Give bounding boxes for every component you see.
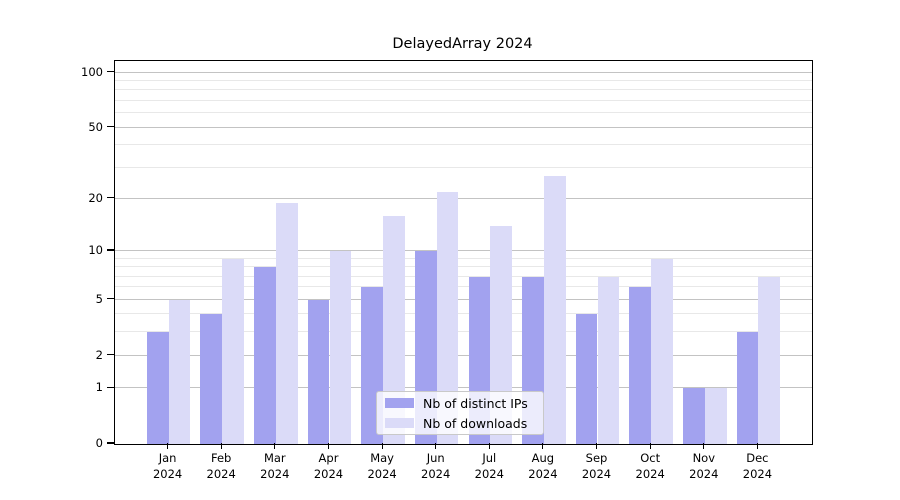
minor-gridline-80	[115, 89, 812, 91]
x-tick-label-oct: Oct 2024	[635, 451, 665, 481]
legend-label-distinct-ips: Nb of distinct IPs	[423, 395, 528, 411]
major-gridline-100	[115, 71, 812, 73]
x-tick-label-jun: Jun 2024	[421, 451, 451, 481]
bar-distinct-ips-jan	[146, 332, 169, 444]
minor-gridline-4	[115, 313, 812, 315]
minor-gridline-60	[115, 112, 812, 114]
major-gridline-1	[115, 387, 812, 389]
bar-distinct-ips-oct	[629, 287, 652, 444]
x-tick-jul	[488, 443, 490, 449]
y-tick-50	[107, 125, 114, 128]
bar-downloads-dec	[758, 276, 781, 444]
y-tick-1	[107, 386, 114, 388]
minor-gridline-30	[115, 166, 812, 168]
y-tick-5	[107, 298, 114, 300]
x-tick-mar	[274, 443, 276, 449]
major-gridline-50	[115, 126, 812, 128]
bar-downloads-jan	[168, 299, 191, 444]
legend-row-downloads: Nb of downloads	[385, 416, 535, 431]
x-tick-jun	[435, 443, 437, 449]
y-tick-2	[107, 354, 114, 356]
x-tick-label-may: May 2024	[367, 451, 397, 481]
bar-downloads-jun	[436, 191, 459, 444]
bar-distinct-ips-dec	[736, 332, 759, 444]
y-tick-label-10: 10	[88, 243, 103, 257]
x-tick-label-aug: Aug 2024	[528, 451, 558, 481]
bar-downloads-may	[383, 215, 405, 444]
y-tick-100	[107, 70, 114, 73]
bar-distinct-ips-mar	[254, 267, 276, 444]
x-tick-label-dec: Dec 2024	[742, 451, 773, 481]
legend-swatch-distinct-ips	[385, 398, 414, 408]
legend-row-distinct-ips: Nb of distinct IPs	[385, 396, 535, 411]
bar-distinct-ips-sep	[575, 314, 598, 444]
y-tick-label-0: 0	[95, 436, 103, 450]
plot-area	[114, 60, 813, 445]
minor-gridline-40	[115, 144, 812, 146]
bar-downloads-sep	[597, 276, 620, 444]
bar-downloads-jul	[490, 226, 513, 444]
minor-gridline-3	[115, 331, 812, 333]
bar-downloads-feb	[222, 258, 244, 444]
x-tick-may	[381, 443, 383, 449]
x-tick-label-sep: Sep 2024	[581, 451, 612, 481]
bar-downloads-mar	[275, 202, 298, 444]
x-tick-apr	[327, 443, 330, 449]
x-tick-label-feb: Feb 2024	[206, 451, 236, 481]
major-gridline-20	[115, 197, 812, 199]
x-tick-nov	[703, 443, 705, 449]
y-tick-label-50: 50	[88, 119, 103, 134]
bar-distinct-ips-feb	[200, 314, 223, 444]
minor-gridline-7	[115, 275, 812, 277]
minor-gridline-8	[115, 266, 812, 268]
y-tick-20	[107, 197, 114, 199]
bar-downloads-oct	[651, 258, 673, 444]
bar-distinct-ips-apr	[307, 299, 330, 444]
major-gridline-2	[115, 354, 812, 356]
x-tick-label-jan: Jan 2024	[152, 451, 183, 481]
chart-title: DelayedArray 2024	[392, 36, 533, 52]
x-tick-label-apr: Apr 2024	[313, 451, 344, 481]
x-tick-dec	[756, 443, 758, 449]
major-gridline-5	[115, 298, 812, 300]
y-tick-label-20: 20	[88, 190, 103, 205]
x-tick-sep	[595, 443, 598, 449]
x-tick-label-nov: Nov 2024	[689, 451, 719, 481]
y-tick-label-1: 1	[95, 380, 103, 395]
legend-label-downloads: Nb of downloads	[423, 415, 528, 431]
minor-gridline-70	[115, 99, 812, 101]
y-tick-0	[107, 442, 114, 444]
major-gridline-10	[115, 250, 812, 251]
y-tick-10	[107, 249, 114, 251]
x-tick-feb	[220, 443, 222, 449]
bar-downloads-nov	[704, 388, 727, 444]
y-tick-label-5: 5	[95, 291, 103, 306]
y-tick-label-100: 100	[81, 64, 103, 79]
minor-gridline-6	[115, 286, 812, 288]
x-tick-aug	[542, 443, 544, 449]
bar-distinct-ips-nov	[683, 388, 705, 444]
bar-downloads-apr	[329, 251, 352, 444]
legend-swatch-downloads	[385, 418, 414, 428]
x-tick-jan	[167, 443, 169, 449]
legend: Nb of distinct IPs Nb of downloads	[376, 391, 544, 435]
minor-gridline-90	[115, 79, 812, 81]
bar-downloads-aug	[543, 175, 566, 444]
x-tick-oct	[649, 443, 651, 449]
x-tick-label-mar: Mar 2024	[260, 451, 290, 481]
x-tick-label-jul: Jul 2024	[474, 451, 504, 481]
minor-gridline-9	[115, 257, 812, 259]
y-tick-label-2: 2	[95, 347, 103, 362]
